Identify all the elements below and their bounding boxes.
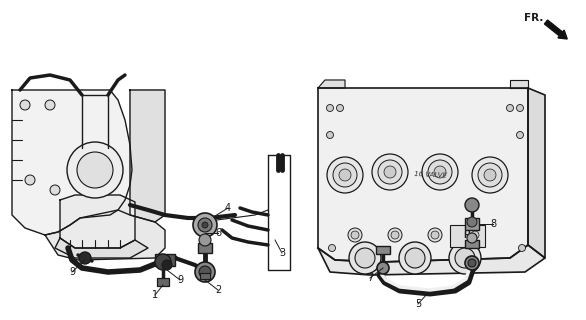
Circle shape xyxy=(355,248,375,268)
Text: 1: 1 xyxy=(152,290,158,300)
Circle shape xyxy=(399,242,431,274)
Circle shape xyxy=(45,100,55,110)
Circle shape xyxy=(333,163,357,187)
Circle shape xyxy=(339,169,351,181)
Circle shape xyxy=(431,231,439,239)
Circle shape xyxy=(467,217,477,227)
Circle shape xyxy=(449,242,481,274)
Text: FR.: FR. xyxy=(524,13,543,23)
Bar xyxy=(155,254,175,266)
Circle shape xyxy=(428,228,442,242)
Bar xyxy=(450,225,485,247)
Circle shape xyxy=(506,105,513,111)
Circle shape xyxy=(202,222,208,228)
Polygon shape xyxy=(45,210,165,260)
Circle shape xyxy=(198,218,212,232)
Circle shape xyxy=(195,262,215,282)
Circle shape xyxy=(162,260,172,270)
Circle shape xyxy=(465,198,479,212)
Circle shape xyxy=(327,157,363,193)
Circle shape xyxy=(516,132,523,139)
Circle shape xyxy=(20,100,30,110)
Circle shape xyxy=(422,154,458,190)
Circle shape xyxy=(471,231,479,239)
Bar xyxy=(198,243,212,253)
Circle shape xyxy=(478,163,502,187)
Circle shape xyxy=(349,242,381,274)
Circle shape xyxy=(50,185,60,195)
Circle shape xyxy=(467,233,477,243)
Circle shape xyxy=(472,157,508,193)
Text: 6: 6 xyxy=(215,228,221,238)
Circle shape xyxy=(405,248,425,268)
Circle shape xyxy=(377,262,389,274)
FancyArrow shape xyxy=(544,20,567,39)
Bar xyxy=(465,240,479,248)
Text: 9: 9 xyxy=(177,275,183,285)
Text: 5: 5 xyxy=(415,299,421,309)
Circle shape xyxy=(67,142,123,198)
Text: 7: 7 xyxy=(367,273,373,283)
Polygon shape xyxy=(510,80,528,88)
Polygon shape xyxy=(55,238,148,258)
Circle shape xyxy=(391,231,399,239)
Circle shape xyxy=(77,152,113,188)
Polygon shape xyxy=(130,90,165,222)
Circle shape xyxy=(434,166,446,178)
Circle shape xyxy=(25,175,35,185)
Text: 9: 9 xyxy=(69,267,75,277)
Circle shape xyxy=(326,132,333,139)
Circle shape xyxy=(336,105,343,111)
Circle shape xyxy=(428,160,452,184)
Text: 16 VALVE: 16 VALVE xyxy=(414,171,447,179)
Circle shape xyxy=(484,169,496,181)
Circle shape xyxy=(329,244,336,252)
Circle shape xyxy=(79,252,91,264)
Circle shape xyxy=(351,231,359,239)
Circle shape xyxy=(348,228,362,242)
Circle shape xyxy=(378,160,402,184)
Circle shape xyxy=(468,259,476,267)
Circle shape xyxy=(388,228,402,242)
Circle shape xyxy=(199,234,211,246)
Circle shape xyxy=(465,256,479,270)
Circle shape xyxy=(384,166,396,178)
Text: H: H xyxy=(464,231,471,241)
Circle shape xyxy=(519,244,526,252)
Circle shape xyxy=(516,105,523,111)
Circle shape xyxy=(199,266,211,278)
Bar xyxy=(200,273,210,279)
Text: 4: 4 xyxy=(225,203,231,213)
Circle shape xyxy=(468,228,482,242)
Polygon shape xyxy=(60,195,135,248)
Text: 3: 3 xyxy=(279,248,285,258)
Bar xyxy=(157,278,169,286)
Polygon shape xyxy=(318,88,528,262)
Bar xyxy=(376,246,390,254)
Polygon shape xyxy=(12,90,132,235)
Text: 8: 8 xyxy=(490,219,496,229)
Circle shape xyxy=(455,248,475,268)
Polygon shape xyxy=(318,245,545,275)
Circle shape xyxy=(372,154,408,190)
Polygon shape xyxy=(528,88,545,258)
Circle shape xyxy=(193,213,217,237)
Circle shape xyxy=(155,254,171,270)
Bar xyxy=(465,218,479,230)
Polygon shape xyxy=(318,80,345,88)
Text: 2: 2 xyxy=(215,285,221,295)
Circle shape xyxy=(326,105,333,111)
